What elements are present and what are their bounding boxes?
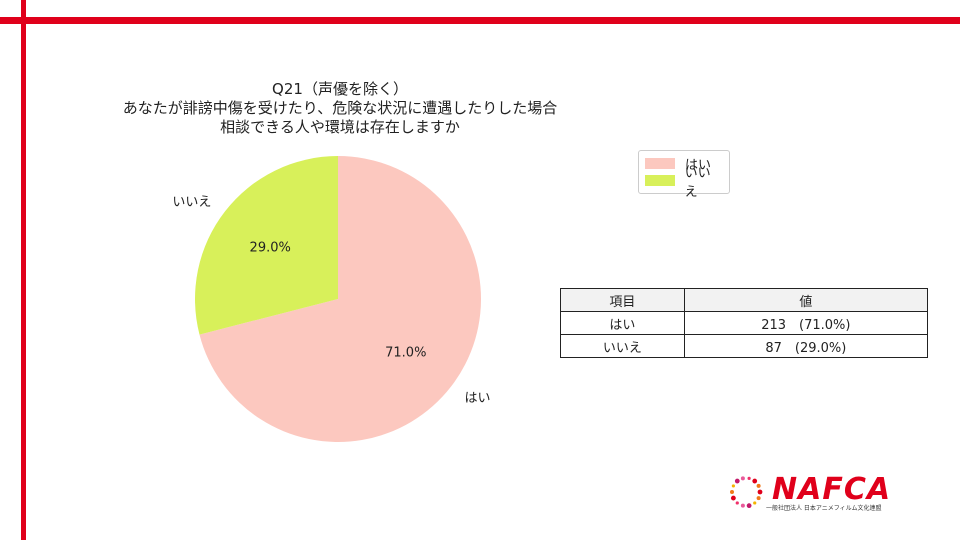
logo-mark-icon xyxy=(730,476,763,509)
chart-title: Q21（声優を除く） あなたが誹謗中傷を受けたり、危険な状況に遭遇したりした場合… xyxy=(30,80,650,137)
table-cell-value: 213 (71.0%) xyxy=(683,311,929,335)
chart-title-line-2: あなたが誹謗中傷を受けたり、危険な状況に遭遇したりした場合 xyxy=(122,99,558,117)
legend-label-no: いいえ xyxy=(684,165,711,200)
pie-percent-label: 71.0% xyxy=(385,346,426,361)
logo-dot xyxy=(731,484,735,488)
table-cell-value: 87 (29.0%) xyxy=(683,334,929,358)
logo-wordmark: NAFCA xyxy=(772,472,892,507)
logo-dot xyxy=(757,489,763,495)
table-header-row: 項目 値 xyxy=(560,288,929,312)
table-row: はい 213 (71.0%) xyxy=(560,311,929,335)
legend-label-yes: はい xyxy=(685,158,712,173)
logo-dot xyxy=(753,501,757,505)
pie-slice-no xyxy=(195,156,338,335)
legend-swatch-yes xyxy=(645,158,675,169)
logo-dot xyxy=(734,478,740,484)
logo-dot xyxy=(740,503,745,508)
left-border-bar xyxy=(21,0,26,540)
chart-title-line-1: Q21（声優を除く） xyxy=(272,80,408,98)
chart-legend: はい いいえ xyxy=(638,150,730,200)
logo-subtitle: 一般社団法人 日本アニメフィルム文化連盟 xyxy=(766,505,882,512)
logo-dot xyxy=(740,476,745,481)
pie-percent-label: 29.0% xyxy=(250,240,291,255)
legend-swatch-no xyxy=(645,175,675,186)
pie-slice-yes xyxy=(199,156,481,442)
logo-dot xyxy=(730,490,734,494)
chart-title-line-3: 相談できる人や環境は存在しますか xyxy=(220,118,460,136)
nafca-logo: NAFCA 一般社団法人 日本アニメフィルム文化連盟 xyxy=(726,470,926,518)
logo-dot xyxy=(756,483,761,488)
legend-item-yes: はい xyxy=(645,155,723,173)
table-cell-item: はい xyxy=(560,311,685,335)
logo-dot xyxy=(730,495,736,501)
pie-category-label: はい xyxy=(465,391,491,406)
table-row: いいえ 87 (29.0%) xyxy=(560,334,929,358)
logo-dot xyxy=(747,476,751,480)
logo-dot xyxy=(756,496,761,501)
pie-category-label: いいえ xyxy=(172,195,211,210)
logo-dot xyxy=(752,478,758,484)
logo-dot xyxy=(746,503,752,509)
results-table: 項目 値 はい 213 (71.0%) いいえ 87 (29.0%) xyxy=(560,288,929,358)
legend-item-no: いいえ xyxy=(645,166,723,200)
table-cell-item: いいえ xyxy=(560,334,685,358)
table-header-item: 項目 xyxy=(560,288,685,312)
top-border-bar xyxy=(0,17,960,24)
table-header-value: 値 xyxy=(683,288,929,312)
logo-dot xyxy=(735,501,739,505)
